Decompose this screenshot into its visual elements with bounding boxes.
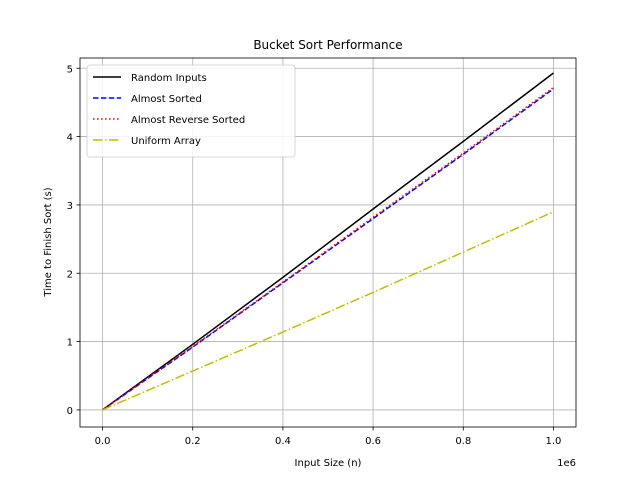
y-tick-label: 5 <box>67 64 73 75</box>
x-tick-label: 0.4 <box>275 436 291 447</box>
x-tick-label: 0.0 <box>95 436 111 447</box>
chart-title: Bucket Sort Performance <box>253 38 402 52</box>
legend-label: Almost Reverse Sorted <box>131 115 245 126</box>
plot-frame <box>79 57 577 428</box>
legend-label: Almost Sorted <box>131 94 202 105</box>
y-tick-label: 3 <box>67 201 73 212</box>
series-lines <box>102 72 554 411</box>
series-line <box>102 88 554 411</box>
x-axis-offset-label: 1e6 <box>557 458 576 469</box>
legend: Random Inputs Almost Sorted Almost Reverse… <box>86 64 296 158</box>
x-tick-label: 0.6 <box>365 436 381 447</box>
series-line <box>102 211 554 411</box>
legend-label: Uniform Array <box>131 136 201 147</box>
x-tick-label: 1.0 <box>546 436 562 447</box>
series-line <box>102 72 554 411</box>
y-tick-label: 2 <box>67 269 73 280</box>
series-line <box>102 86 554 411</box>
legend-label: Random Inputs <box>131 73 207 84</box>
axis-ticks: 0.0 0.2 0.4 0.6 0.8 1.0 0 1 2 3 4 5 <box>67 64 562 447</box>
y-tick-label: 4 <box>67 133 73 144</box>
x-tick-label: 0.8 <box>455 436 471 447</box>
y-tick-label: 0 <box>67 406 73 417</box>
x-axis-label: Input Size (n) <box>295 458 362 469</box>
y-tick-label: 1 <box>67 338 73 349</box>
x-tick-label: 0.2 <box>185 436 201 447</box>
y-axis-label: Time to Finish Sort (s) <box>43 187 54 297</box>
legend-box <box>86 64 296 158</box>
